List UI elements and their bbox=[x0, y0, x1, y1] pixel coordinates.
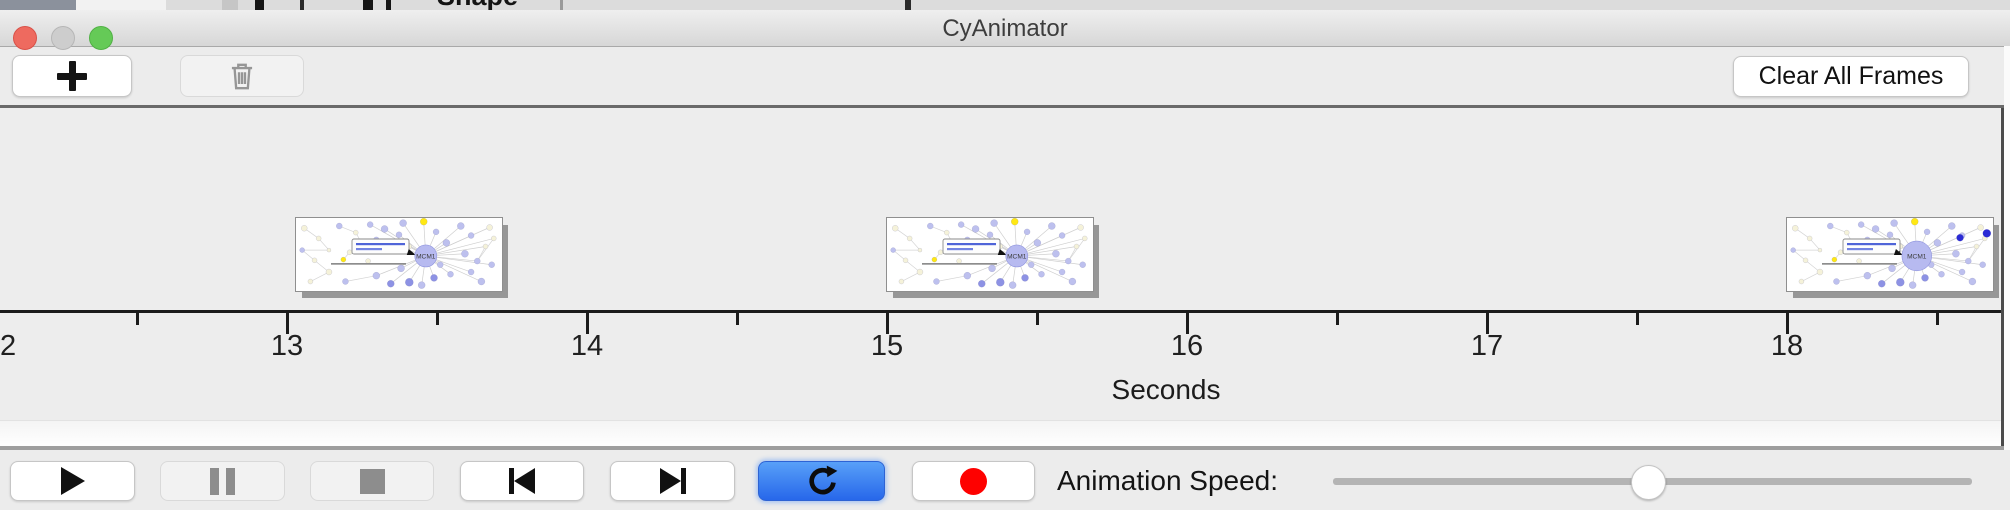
major-tick bbox=[886, 313, 889, 334]
titlebar[interactable]: CyAnimator bbox=[0, 10, 2010, 50]
trash-icon bbox=[231, 63, 253, 90]
background-window-sliver: Shape bbox=[0, 0, 2010, 10]
zoom-button[interactable] bbox=[89, 26, 113, 50]
axis-unit-label: Seconds bbox=[1111, 374, 1221, 405]
previous-frame-button[interactable] bbox=[460, 461, 584, 501]
minor-tick bbox=[136, 313, 139, 325]
background-fragment bbox=[76, 0, 166, 10]
major-tick bbox=[1786, 313, 1789, 334]
background-fragment bbox=[222, 0, 238, 10]
minor-tick bbox=[436, 313, 439, 325]
minimize-button[interactable] bbox=[51, 26, 75, 50]
svg-text:MCM1: MCM1 bbox=[416, 253, 436, 260]
background-fragment bbox=[363, 0, 373, 10]
plus-icon bbox=[57, 61, 87, 91]
loop-button[interactable] bbox=[758, 461, 885, 501]
minor-tick bbox=[1336, 313, 1339, 325]
tick-label: 18 bbox=[1770, 330, 1804, 362]
pause-icon bbox=[210, 467, 235, 495]
background-fragment bbox=[386, 0, 391, 10]
minor-tick bbox=[1636, 313, 1639, 325]
clear-all-frames-label: Clear All Frames bbox=[1758, 62, 1944, 90]
tick-label: 13 bbox=[270, 330, 304, 362]
tick-label: 16 bbox=[1170, 330, 1204, 362]
background-fragment bbox=[560, 0, 563, 10]
timeline-panel[interactable]: 12 13 14 15 16 17 18 MCM1 MCM1 MCM1 Seconds bbox=[0, 105, 2010, 450]
tick-label: 15 bbox=[870, 330, 904, 362]
minor-tick bbox=[736, 313, 739, 325]
minor-tick bbox=[1936, 313, 1939, 325]
keyframe-thumbnail[interactable]: MCM1 bbox=[1786, 217, 1994, 292]
clear-all-frames-button[interactable]: Clear All Frames bbox=[1733, 56, 1969, 97]
keyframe-thumbnail[interactable]: MCM1 bbox=[295, 217, 503, 292]
background-fragment bbox=[255, 0, 264, 10]
loop-icon bbox=[808, 465, 837, 495]
svg-text:MCM1: MCM1 bbox=[1007, 253, 1027, 260]
skip-to-start-icon bbox=[509, 468, 535, 494]
skip-to-end-icon bbox=[659, 468, 686, 494]
stop-icon bbox=[359, 468, 385, 494]
playback-controls: Animation Speed: bbox=[0, 450, 2010, 510]
panel-right-border bbox=[2001, 108, 2004, 446]
major-tick bbox=[586, 313, 589, 334]
animation-speed-slider-thumb[interactable] bbox=[1631, 465, 1666, 500]
timeline-scrollbar-track[interactable] bbox=[0, 420, 2010, 446]
background-fragment bbox=[905, 0, 911, 10]
play-icon bbox=[60, 467, 85, 495]
major-tick bbox=[286, 313, 289, 334]
record-icon bbox=[960, 467, 987, 495]
major-tick bbox=[1486, 313, 1489, 334]
major-tick bbox=[1186, 313, 1189, 334]
tick-label: 14 bbox=[570, 330, 604, 362]
background-fragment bbox=[0, 0, 76, 10]
background-shape-label: Shape bbox=[437, 0, 518, 10]
timeline-axis bbox=[0, 310, 2010, 313]
pause-button[interactable] bbox=[160, 461, 285, 501]
record-button[interactable] bbox=[912, 461, 1035, 501]
svg-text:MCM1: MCM1 bbox=[1907, 253, 1927, 260]
keyframe-thumbnail[interactable]: MCM1 bbox=[886, 217, 1094, 292]
minor-tick bbox=[1036, 313, 1039, 325]
animation-speed-label: Animation Speed: bbox=[1057, 465, 1279, 496]
tick-label: 17 bbox=[1470, 330, 1504, 362]
next-frame-button[interactable] bbox=[610, 461, 735, 501]
add-frame-button[interactable] bbox=[12, 55, 132, 97]
close-button[interactable] bbox=[13, 26, 37, 50]
tick-label: 12 bbox=[0, 330, 17, 362]
delete-frame-button[interactable] bbox=[180, 55, 304, 97]
right-edge-window-gap bbox=[2004, 46, 2010, 450]
stop-button[interactable] bbox=[310, 461, 434, 501]
window-title: CyAnimator bbox=[942, 15, 1068, 42]
background-fragment bbox=[300, 0, 304, 10]
play-button[interactable] bbox=[10, 461, 135, 501]
